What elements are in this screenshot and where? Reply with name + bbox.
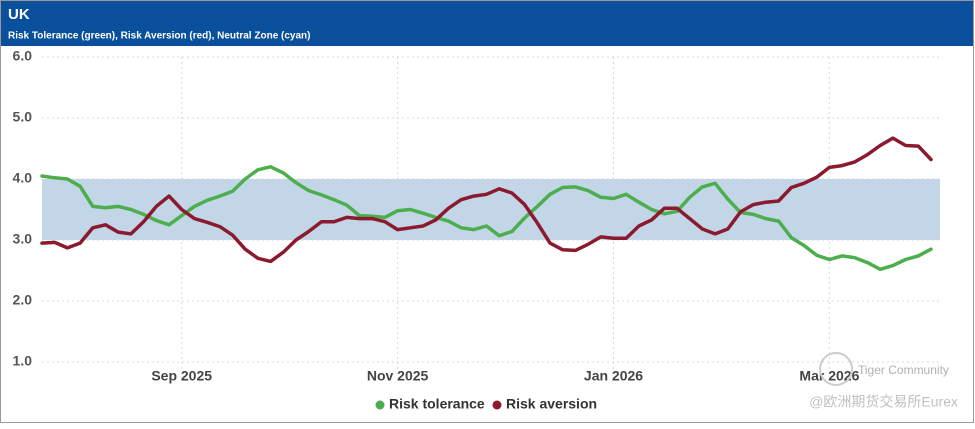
- y-tick-label: 2.0: [13, 292, 33, 308]
- x-tick-label: Jan 2026: [584, 368, 643, 384]
- legend-marker: [375, 400, 385, 410]
- y-tick-label: 3.0: [13, 231, 33, 247]
- x-tick-label: Nov 2025: [367, 368, 429, 384]
- legend-label: Risk aversion: [506, 396, 597, 412]
- watermark-logo: [819, 352, 853, 386]
- y-tick-label: 6.0: [13, 48, 33, 64]
- chart-subtitle: Risk Tolerance (green), Risk Aversion (r…: [8, 31, 311, 42]
- y-tick-label: 5.0: [13, 109, 33, 125]
- y-tick-label: 1.0: [13, 353, 33, 369]
- chart-title: UK: [8, 6, 30, 23]
- watermark: Tiger Community: [858, 363, 949, 377]
- x-tick-label: Sep 2025: [151, 368, 212, 384]
- header-bar: [1, 1, 973, 46]
- series-line: [40, 165, 933, 272]
- legend-label: Risk tolerance: [389, 396, 485, 412]
- watermark: @欧洲期货交易所Eurex: [809, 394, 958, 410]
- series-line: [40, 136, 933, 264]
- y-tick-label: 4.0: [13, 170, 33, 186]
- legend-marker: [492, 400, 502, 410]
- x-tick-label: Mar 2026: [799, 368, 859, 384]
